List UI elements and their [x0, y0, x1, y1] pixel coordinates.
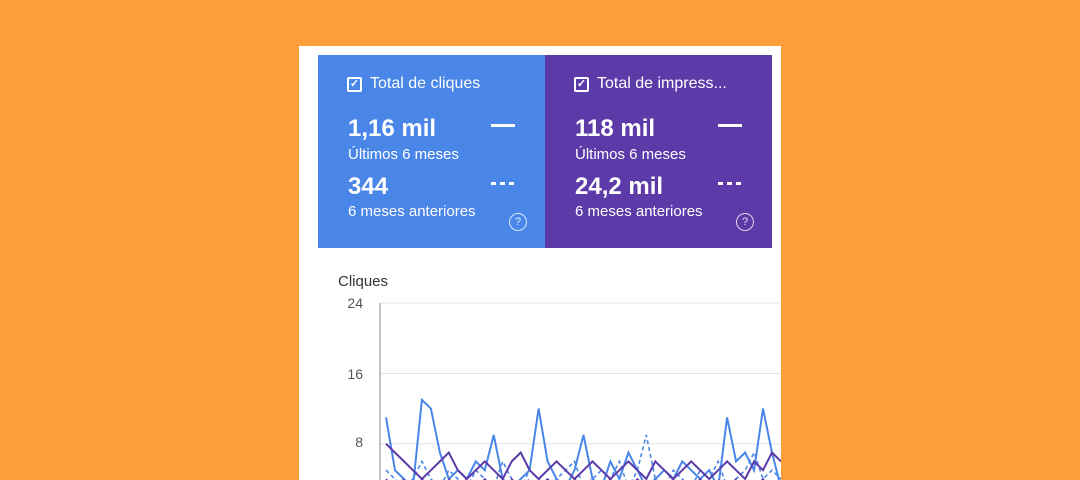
previous-value: 344 — [348, 173, 389, 200]
y-tick-label: 24 — [347, 295, 363, 311]
previous-value: 24,2 mil — [575, 173, 664, 200]
current-value: 1,16 mil — [348, 115, 437, 142]
current-value: 118 mil — [575, 115, 656, 142]
solid-line-legend-icon — [491, 124, 515, 127]
y-tick-label: 8 — [355, 434, 363, 450]
current-period-label: Últimos 6 meses — [575, 146, 686, 163]
metric-cards: ✓ Total de cliques 1,16 mil Últimos 6 me… — [318, 55, 772, 248]
performance-panel: ✓ Total de cliques 1,16 mil Últimos 6 me… — [299, 46, 781, 480]
check-box-icon[interactable]: ✓ — [347, 76, 362, 92]
total-clicks-card[interactable]: ✓ Total de cliques 1,16 mil Últimos 6 me… — [318, 55, 545, 248]
series-line-0 — [385, 397, 781, 480]
help-circle-icon[interactable]: ? — [509, 213, 527, 231]
help-circle-icon[interactable]: ? — [736, 213, 754, 231]
series-line-2 — [385, 443, 781, 480]
card-header: ✓ Total de cliques — [347, 75, 480, 93]
solid-line-legend-icon — [718, 124, 742, 127]
total-impressions-card[interactable]: ✓ Total de impress... 118 mil Últimos 6 … — [545, 55, 772, 248]
clicks-line-chart — [379, 302, 781, 480]
dashed-line-legend-icon — [491, 182, 515, 185]
check-box-icon[interactable]: ✓ — [574, 76, 589, 92]
card-title: Total de impress... — [597, 75, 727, 92]
y-tick-label: 16 — [347, 366, 363, 382]
previous-period-label: 6 meses anteriores — [575, 203, 703, 220]
card-header: ✓ Total de impress... — [574, 75, 727, 93]
chart-y-axis-title: Cliques — [338, 273, 389, 290]
previous-period-label: 6 meses anteriores — [348, 203, 476, 220]
series-line-1 — [385, 434, 781, 480]
dashed-line-legend-icon — [718, 182, 742, 185]
card-title: Total de cliques — [370, 75, 481, 92]
current-period-label: Últimos 6 meses — [348, 146, 459, 163]
